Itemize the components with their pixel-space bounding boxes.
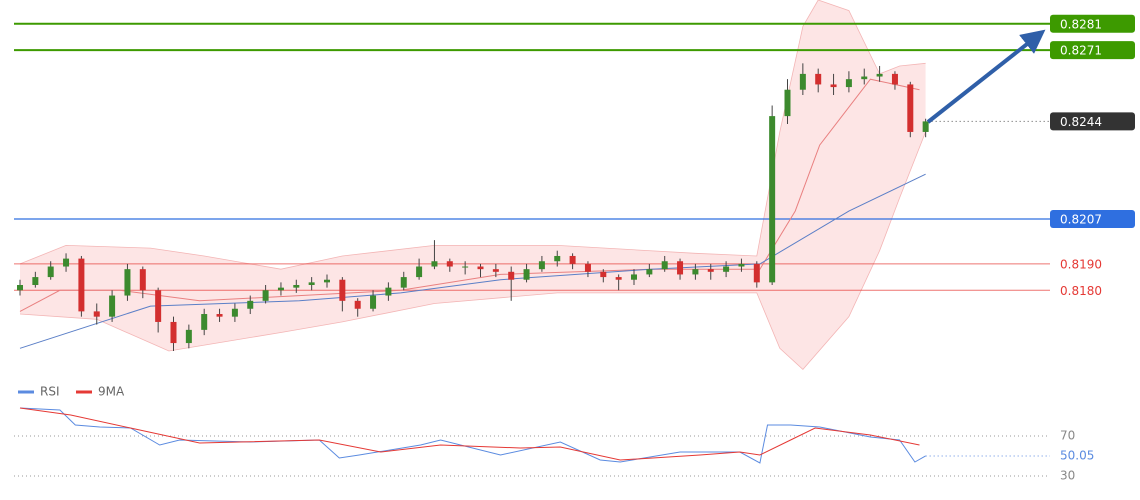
candle-body [400,277,407,288]
level-label: 0.8281 [1060,17,1102,31]
candle-body [492,269,499,272]
band-fill [20,0,926,370]
candle-body [155,290,162,322]
candle-body [508,271,515,280]
candle-body [554,255,561,262]
band-lower [19,131,926,370]
band-upper [19,0,926,270]
level-label-box [1050,14,1135,33]
level-label: 0.8244 [1060,115,1102,129]
candle-body [876,73,883,77]
candle-body [845,79,852,88]
candle-body [109,295,116,317]
candle-body [600,271,607,278]
candle-body [139,269,146,291]
candle-body [78,258,85,312]
candle-body [784,89,791,117]
candle-body [799,73,806,90]
candle-body [231,308,238,317]
level-label: 0.8190 [1060,257,1102,271]
candle-body [477,266,484,270]
legend-label: RSI [40,385,60,399]
candle-body [277,287,284,291]
legend-label: 9MA [98,385,125,399]
candle-body [922,121,929,132]
candle-body [569,255,576,264]
candle-body [523,269,530,280]
current-rsi-label: 50.05 [1060,448,1094,462]
candle-body [308,282,315,285]
rsi-line [19,407,920,461]
level-label: 0.8180 [1060,284,1102,298]
candle-body [769,116,776,283]
candle-body [661,261,668,270]
candle-body [247,300,254,309]
level-label: 0.8207 [1060,213,1102,227]
candle-body [324,279,330,283]
candle-body [738,263,745,267]
candle-body [615,277,622,280]
candle-body [124,269,131,296]
candle-body [170,321,177,344]
candle-body [631,274,637,280]
y-tick-label: 70 [1060,429,1075,443]
candle-body [723,266,730,272]
candle-body [646,269,653,275]
candle-body [32,277,39,285]
candle-body [385,287,392,296]
level-label-box [1050,210,1135,229]
candle-body [707,269,714,272]
candle-body [538,261,545,270]
moving-average [19,78,920,312]
candle-body [830,84,837,88]
candle-body [753,263,760,283]
candle-body [370,295,377,309]
candle-body [93,311,100,317]
level-label-box [1050,41,1135,60]
candle-body [692,269,699,275]
candle-body [462,266,469,268]
candle-body [216,314,223,317]
rsi-line [19,407,926,464]
candle-body [431,261,438,267]
level-label-box [1050,112,1135,131]
candle-body [262,290,269,301]
candle-body [584,263,591,272]
candle-body [201,314,208,330]
candle-body [861,76,868,80]
candle-body [677,261,684,275]
candle-body [293,285,300,288]
moving-average [19,173,926,349]
candle-body [339,279,346,301]
level-label: 0.8271 [1060,44,1102,58]
candle-body [47,266,54,278]
candle-body [63,258,70,267]
candle-body [354,300,361,309]
forecast-arrow [926,29,1046,124]
candle-body [185,329,192,344]
candle-body [416,266,423,278]
candle-body [815,73,822,85]
y-tick-label: 30 [1060,469,1075,483]
candle-body [446,261,453,267]
candle-body [907,84,914,132]
candle-body [17,285,23,291]
candle-body [891,73,898,85]
